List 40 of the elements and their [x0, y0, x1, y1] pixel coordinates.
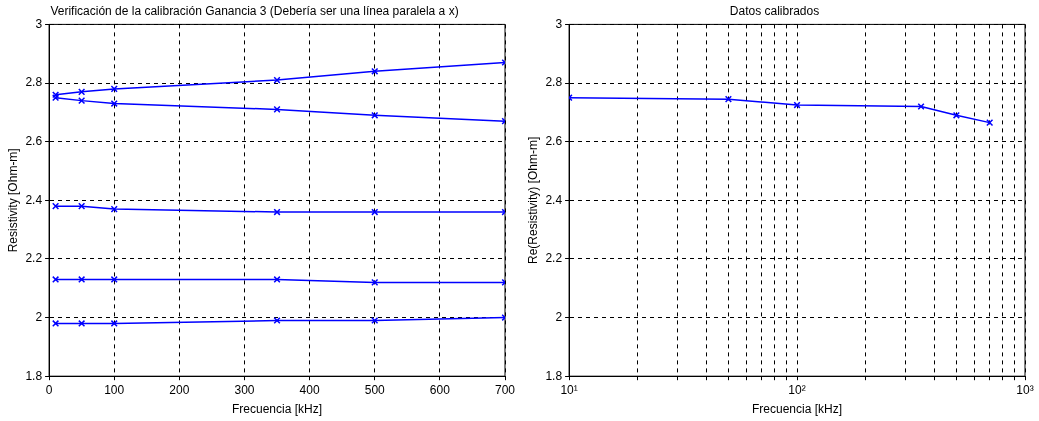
y-tick-label: 2 [554, 309, 562, 324]
y-tick-label: 2.2 [25, 251, 43, 266]
y-tick-label: 3 [35, 16, 43, 31]
x-tick-label: 10³ [1015, 382, 1034, 397]
x-tick-label: 10¹ [559, 382, 578, 397]
point [371, 67, 379, 75]
chart-title: Datos calibrados [729, 3, 819, 18]
point [52, 275, 60, 284]
x-tick-label: 100 [104, 382, 125, 397]
y-tick-label: 2.6 [25, 133, 43, 148]
x-tick-label: 600 [429, 382, 451, 397]
x-tick-label: 500 [364, 382, 386, 397]
y-tick-label: 3 [554, 16, 562, 31]
y-tick-label: 2.8 [544, 75, 562, 90]
point [273, 275, 281, 284]
y-tick-label: 2.4 [544, 192, 562, 207]
point [273, 76, 281, 84]
x-tick-label: 0 [45, 382, 53, 397]
point [371, 111, 379, 119]
point [273, 208, 281, 216]
x-axis-title: Frecuencia [kHz] [751, 402, 842, 417]
x-axis-title: Frecuencia [kHz] [232, 402, 323, 417]
x-tick-label: 400 [299, 382, 320, 397]
point [273, 316, 281, 325]
y-axis-title: Re(Resistivity) [Ohm-m] [525, 136, 540, 264]
y-tick-label: 2.4 [25, 192, 43, 207]
y-tick-label: 1.8 [544, 368, 562, 383]
x-tick-label: 10² [787, 382, 806, 397]
y-tick-label: 2 [35, 309, 43, 324]
x-tick-label: 200 [169, 382, 190, 397]
point [52, 319, 60, 328]
x-tick-label: 700 [494, 382, 516, 397]
y-tick-label: 2.6 [544, 133, 562, 148]
chart-title: Verificación de la calibración Ganancia 3 (Debería ser una línea paralela a x) [50, 3, 459, 18]
y-tick-label: 1.8 [25, 368, 43, 383]
point [273, 105, 281, 113]
y-tick-label: 2.8 [25, 75, 43, 90]
y-tick-label: 2.2 [544, 251, 562, 266]
x-tick-label: 300 [234, 382, 255, 397]
y-axis-title: Resistivity [Ohm-m] [5, 148, 20, 253]
